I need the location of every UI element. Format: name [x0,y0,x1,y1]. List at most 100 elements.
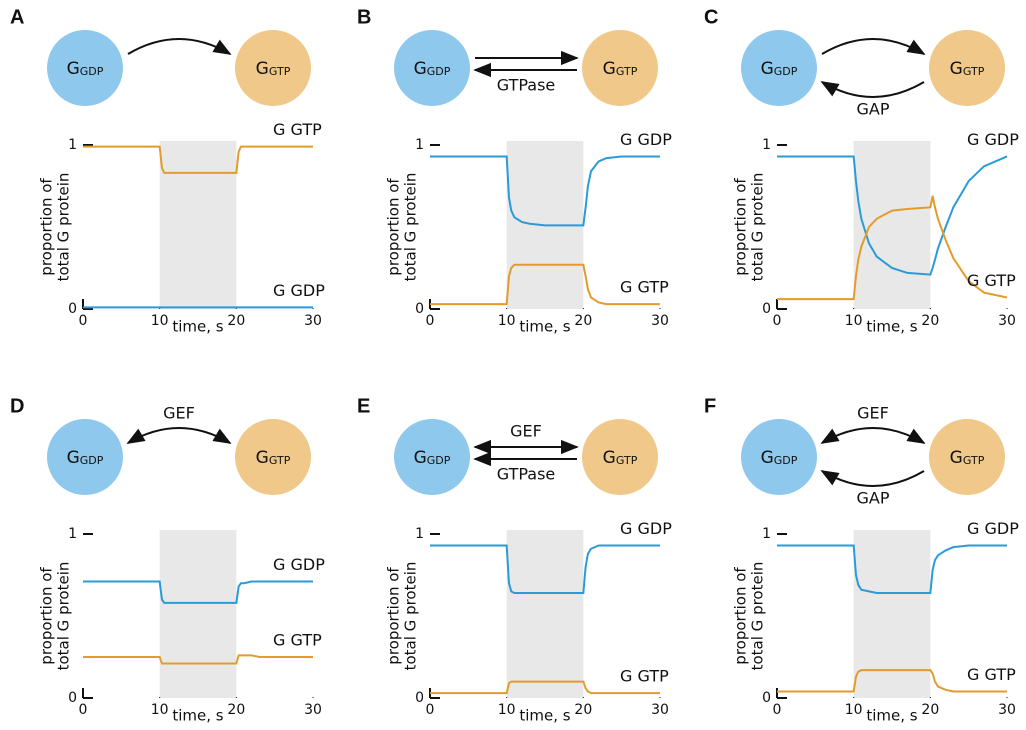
arrow [126,427,232,444]
x-tick-label: 10 [151,313,169,329]
series-label: G GDP [967,130,1019,149]
node [235,419,311,495]
node-label-sub: GTP [616,65,638,78]
series-label: G GDP [273,555,325,574]
x-tick-label: 10 [845,702,863,718]
y-tick-label: 1 [68,137,77,153]
node-label-sub: GTP [269,454,291,467]
node-label-sub: GTP [963,454,985,467]
series-line [430,680,660,695]
arrow-label: GEF [510,422,542,441]
x-tick-label: 30 [651,313,669,329]
arrow-label: GTPase [497,76,556,95]
series-line [430,263,660,306]
y-tick-label: 0 [762,690,771,706]
shaded-region [159,141,237,309]
y-tick-label: 0 [68,301,77,317]
y-axis-label: proportion of [38,178,56,276]
y-tick-label: 0 [415,301,424,317]
series-line [83,580,313,604]
x-tick-label: 30 [304,702,322,718]
node-label: GGTP [256,448,291,468]
node-label: GGTP [603,448,638,468]
x-tick-label: 0 [426,702,435,718]
series-label: G GTP [620,667,669,686]
node-label-sub: GDP [774,454,798,467]
shaded-region [506,530,584,698]
x-tick-label: 0 [426,313,435,329]
x-axis-label: time, s [519,318,570,336]
series-line [430,544,660,595]
y-tick-label: 0 [415,690,424,706]
arrow-label: GEF [163,404,195,423]
y-tick-label: 1 [68,526,77,542]
node-label-main: G [67,448,80,468]
series-label: G GDP [967,519,1019,538]
node-label: GGDP [414,59,451,79]
y-axis-label: total G protein [749,173,767,282]
x-tick-label: 10 [845,313,863,329]
node-label: GGTP [950,448,985,468]
node-label: GGDP [761,448,798,468]
node-label-main: G [414,448,427,468]
x-tick-label: 0 [79,313,88,329]
series-line [430,155,660,227]
series-label: G GDP [620,130,672,149]
node-label: GGDP [67,448,104,468]
node-label-sub: GTP [616,454,638,467]
y-tick-label: 1 [762,526,771,542]
series-label: G GDP [273,281,325,300]
node [741,419,817,495]
shaded-region [853,141,931,309]
x-tick-label: 10 [498,313,516,329]
panel-label: E [357,395,370,417]
series-label: G GDP [620,519,672,538]
series-label: G GTP [273,120,322,139]
y-tick-label: 0 [762,301,771,317]
panel-label: F [704,395,716,417]
node-label-main: G [603,59,616,79]
node-label: GGDP [414,448,451,468]
node-label-sub: GDP [80,65,104,78]
arrow-label: GTPase [497,465,556,484]
node [582,30,658,106]
node-label-main: G [761,59,774,79]
arrow [820,470,925,487]
series-label: G GTP [620,278,669,297]
series-line [83,654,313,665]
x-tick-label: 10 [498,702,516,718]
x-tick-label: 30 [651,702,669,718]
node-label-main: G [761,448,774,468]
series-line [777,155,1008,276]
node [582,419,658,495]
x-tick-label: 0 [79,702,88,718]
x-tick-label: 0 [773,702,782,718]
y-axis-label: proportion of [732,567,750,665]
arrow [820,427,926,444]
node [47,419,123,495]
node-label-sub: GDP [774,65,798,78]
y-tick-label: 0 [68,690,77,706]
series-label: G GTP [273,631,322,650]
shaded-region [853,530,931,698]
node-label-sub: GDP [427,454,451,467]
y-axis-label: proportion of [38,567,56,665]
y-tick-label: 1 [415,137,424,153]
node-label-main: G [950,59,963,79]
x-tick-label: 20 [227,702,245,718]
node-label-sub: GDP [80,454,104,467]
y-axis-label: total G protein [402,562,420,671]
arrow [820,81,925,98]
x-tick-label: 30 [304,313,322,329]
x-tick-label: 20 [921,313,939,329]
x-axis-label: time, s [866,707,917,725]
y-axis-label: proportion of [385,567,403,665]
x-tick-label: 20 [921,702,939,718]
node-label-main: G [950,448,963,468]
node-label-main: G [603,448,616,468]
node [394,419,470,495]
series-label: G GTP [967,665,1016,684]
node [394,30,470,106]
x-tick-label: 30 [998,702,1016,718]
arrow-label: GAP [857,489,890,508]
